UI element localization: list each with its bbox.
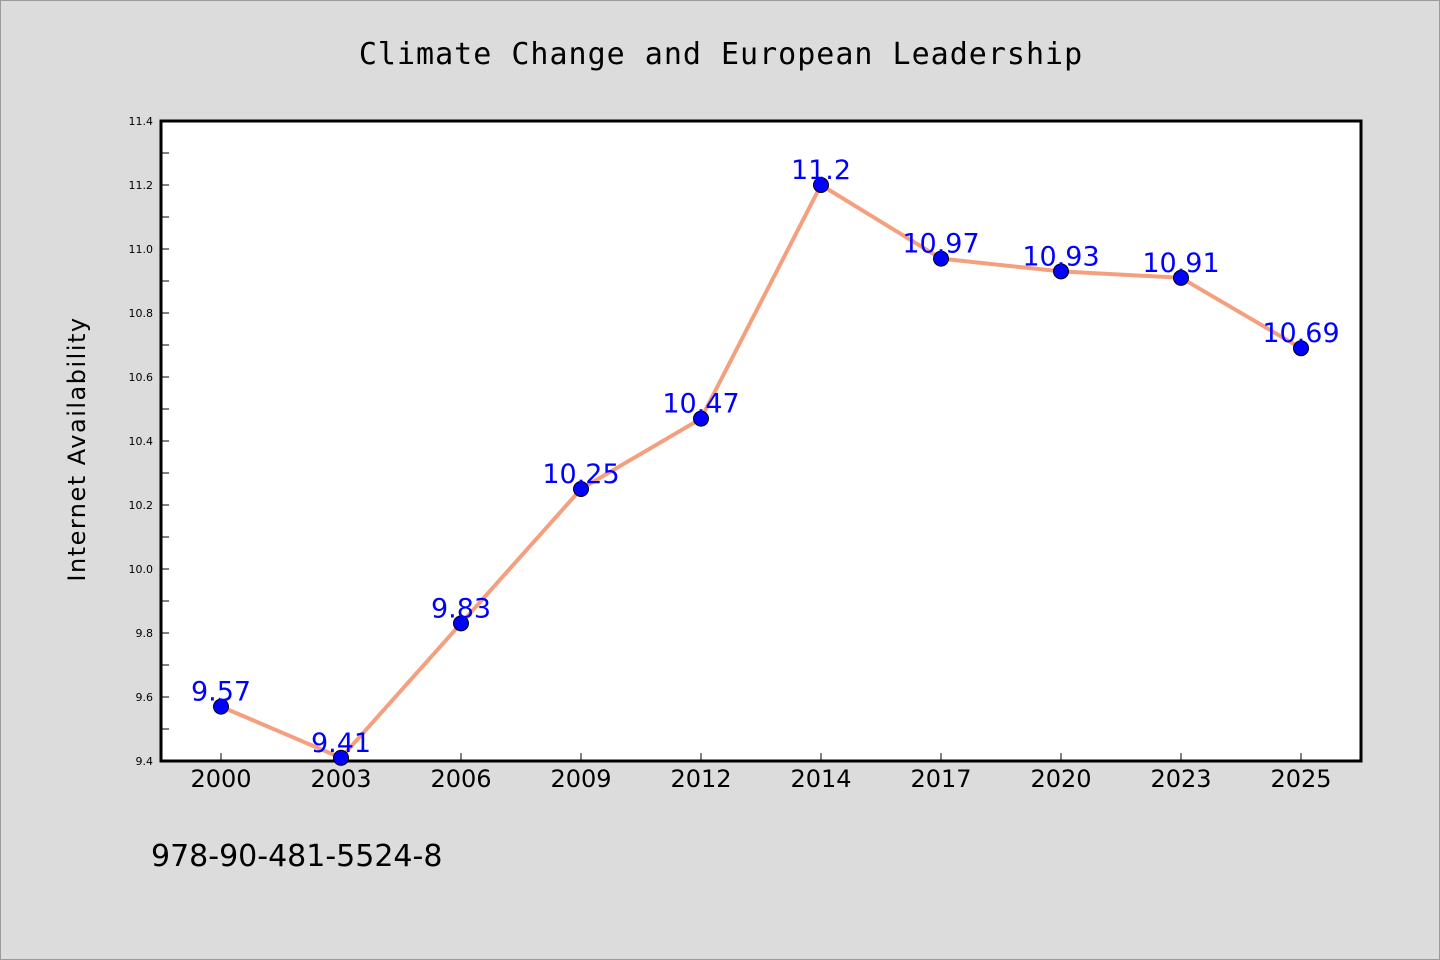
data-label: 10.91 <box>1142 248 1219 279</box>
data-point <box>1173 269 1189 286</box>
x-tick-label: 2023 <box>1150 765 1211 793</box>
x-tick-label: 2014 <box>790 765 851 793</box>
data-label: 10.93 <box>1022 241 1099 272</box>
x-tick-label: 2000 <box>190 765 251 793</box>
data-label: 10.97 <box>902 229 979 260</box>
y-axis-ticks: 9.4 9.6 9.8 10.0 10.2 10.4 10.6 10.8 11.0 11.2 11.… <box>129 115 169 768</box>
data-point <box>573 481 589 497</box>
chart-title: Climate Change and European Leadership <box>359 37 1083 72</box>
data-point <box>213 698 229 715</box>
y-tick-label: 11.4 <box>129 115 154 128</box>
y-tick-label: 10.4 <box>129 435 154 448</box>
y-tick-label: 10.6 <box>129 371 154 384</box>
data-label: 9.57 <box>191 677 251 708</box>
y-tick-label: 9.8 <box>136 627 154 640</box>
x-tick-label: 2006 <box>430 765 491 793</box>
plot-area <box>159 119 1363 763</box>
y-tick-label: 11.0 <box>129 243 154 256</box>
data-label: 9.41 <box>311 728 371 759</box>
x-axis-ticks: 2000 2003 2006 2009 2012 2014 2017 2020 2023 2025 <box>190 753 1332 793</box>
y-tick-label: 11.2 <box>129 179 154 192</box>
data-point <box>453 615 469 632</box>
data-label: 10.25 <box>542 459 619 490</box>
y-tick-label: 10.0 <box>129 563 154 576</box>
data-label: 10.47 <box>662 389 739 420</box>
x-tick-label: 2009 <box>550 765 611 793</box>
data-point <box>1053 263 1069 280</box>
x-tick-label: 2020 <box>1030 765 1091 793</box>
data-point <box>813 177 829 193</box>
x-tick-label: 2012 <box>670 765 731 793</box>
x-tick-label: 2003 <box>310 765 371 793</box>
y-tick-label: 9.4 <box>136 755 154 768</box>
x-tick-label: 2025 <box>1270 765 1331 793</box>
data-point <box>693 410 709 427</box>
y-axis-label: Internet Availability <box>63 316 91 581</box>
x-tick-label: 2017 <box>910 765 971 793</box>
data-point <box>933 250 949 267</box>
series-line <box>219 183 1303 760</box>
data-point <box>1293 340 1309 357</box>
data-point <box>333 749 349 766</box>
y-tick-label: 10.8 <box>129 307 154 320</box>
y-tick-label: 9.6 <box>136 691 154 704</box>
data-label: 10.69 <box>1262 318 1339 349</box>
data-label: 11.2 <box>791 155 851 186</box>
y-tick-label: 10.2 <box>129 499 154 512</box>
footnote-isbn: 978-90-481-5524-8 <box>151 839 442 874</box>
data-label: 9.83 <box>431 593 491 624</box>
series-layer: 9.57 9.41 9.83 10.25 10.47 11.2 10.97 10.93 10.9… <box>191 155 1340 766</box>
